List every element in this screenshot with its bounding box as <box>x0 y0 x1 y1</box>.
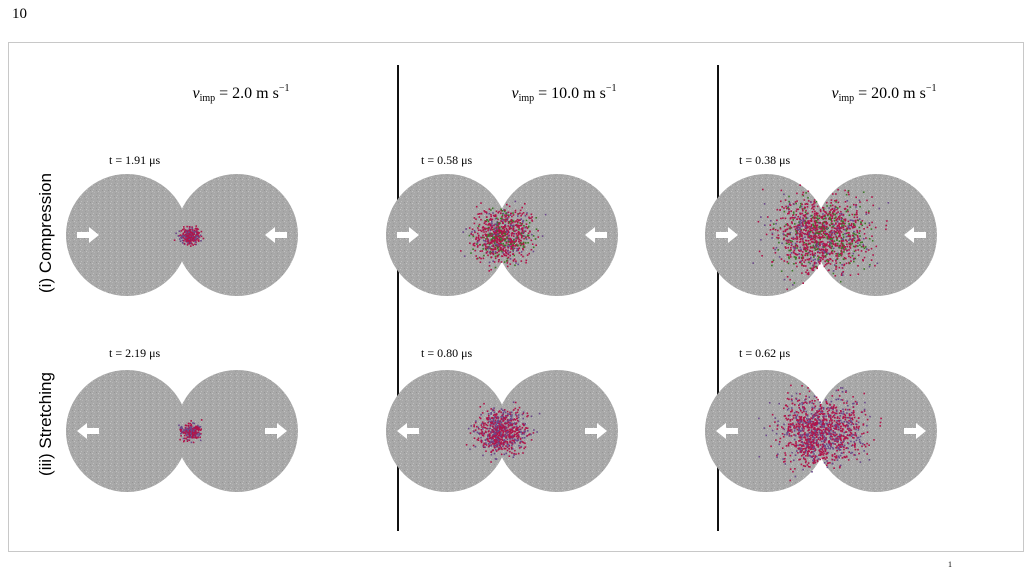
compression-arrow-icon <box>265 227 287 243</box>
simulation-panel-r1c1 <box>66 174 298 296</box>
row-label-stretching: (iii) Stretching <box>36 372 55 476</box>
figure-frame: vimp = 2.0 m s−1 vimp = 10.0 m s−1 vimp … <box>8 42 1024 552</box>
right-particle-disc <box>176 370 298 492</box>
left-particle-disc <box>386 174 508 296</box>
stretching-arrow-icon <box>77 423 99 439</box>
damage-cloud <box>460 200 547 272</box>
simulation-panel-r1c3 <box>705 174 937 296</box>
damage-cloud <box>173 225 205 247</box>
right-particle-disc <box>815 174 937 296</box>
compression-arrow-icon <box>585 227 607 243</box>
right-particle-disc <box>176 174 298 296</box>
right-particle-disc <box>496 174 618 296</box>
stretching-arrow-icon <box>716 423 738 439</box>
caption-fragment: 1 <box>948 560 952 569</box>
column-divider-1 <box>397 65 399 531</box>
simulation-panel-r2c1 <box>66 370 298 492</box>
column-header-3: vimp = 20.0 m s−1 <box>831 83 937 104</box>
left-particle-disc <box>66 370 188 492</box>
simulation-panel-r2c2 <box>386 370 618 492</box>
damage-cloud <box>752 184 890 291</box>
time-label-r1c1: t = 1.91 μs <box>109 153 161 167</box>
column-divider-2 <box>717 65 719 531</box>
simulation-panel-r2c3 <box>705 370 937 492</box>
time-label-r2c1: t = 2.19 μs <box>109 346 161 360</box>
column-header-2: vimp = 10.0 m s−1 <box>511 83 617 104</box>
right-particle-disc <box>496 370 618 492</box>
damage-cloud <box>758 384 882 482</box>
stretching-arrow-icon <box>585 423 607 439</box>
damage-cloud <box>465 401 541 463</box>
time-label-r1c3: t = 0.38 μs <box>739 153 791 167</box>
compression-arrow-icon <box>77 227 99 243</box>
stretching-arrow-icon <box>904 423 926 439</box>
page-number: 10 <box>12 6 27 22</box>
time-label-r2c2: t = 0.80 μs <box>421 346 473 360</box>
left-particle-disc <box>66 174 188 296</box>
row-label-compression: (i) Compression <box>36 173 55 293</box>
right-particle-disc <box>815 370 937 492</box>
left-particle-disc <box>386 370 508 492</box>
time-label-r2c3: t = 0.62 μs <box>739 346 791 360</box>
compression-arrow-icon <box>397 227 419 243</box>
stretching-arrow-icon <box>265 423 287 439</box>
compression-arrow-icon <box>716 227 738 243</box>
time-label-r1c2: t = 0.58 μs <box>421 153 473 167</box>
damage-cloud <box>178 419 203 444</box>
stretching-arrow-icon <box>397 423 419 439</box>
left-particle-disc <box>705 370 827 492</box>
simulation-panel-r1c2 <box>386 174 618 296</box>
column-header-1: vimp = 2.0 m s−1 <box>192 83 290 104</box>
compression-arrow-icon <box>904 227 926 243</box>
